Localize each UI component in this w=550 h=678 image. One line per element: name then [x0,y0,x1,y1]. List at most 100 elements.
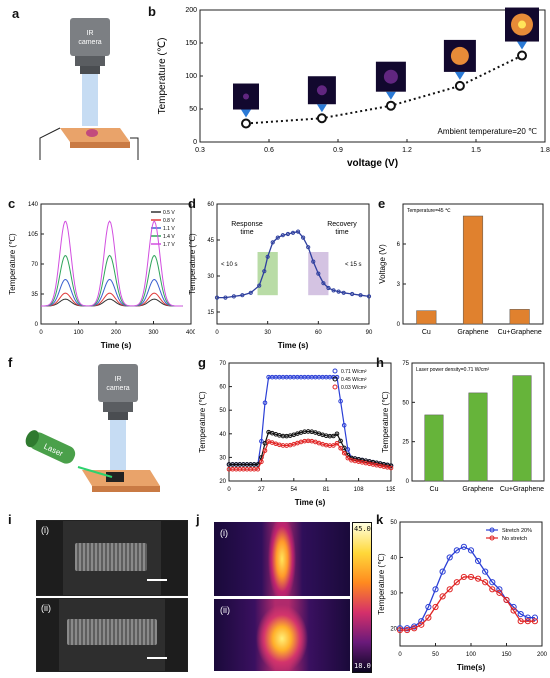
bar [512,375,532,482]
data-point [531,614,538,621]
data-point [482,568,489,575]
ir-beam-f [110,420,126,470]
x-axis-label: voltage (V) [347,158,398,169]
data-point [489,586,496,593]
x-tick-label: 60 [315,330,322,336]
data-point [454,80,465,91]
data-point [262,269,267,274]
x-tick-label: 150 [501,652,512,658]
legend-label: 0.8 V [163,218,175,224]
y-tick-label: 6 [397,242,401,248]
x-tick-label: 0 [39,330,43,336]
data-point [453,579,460,586]
data-point [334,440,340,446]
y-tick-label: 60 [207,202,214,208]
thermal-spot-core [518,20,526,29]
legend-label: No stretch [502,536,527,542]
response-window [257,252,278,296]
photo-label-top: (i) [41,525,49,535]
y-tick-label: 0 [193,139,197,146]
legend-label: 0.71 W/cm² [341,369,367,375]
x-tick-label: 54 [290,487,297,493]
mesh-sample-stretched [67,619,157,645]
data-point [231,294,236,299]
bar [468,392,488,482]
data-point [432,603,439,611]
x-tick-label: 300 [148,330,159,336]
ir-beam-a [82,74,98,126]
x-tick-label: 1.8 [540,147,550,154]
data-point [475,557,482,565]
x-tick-label: 100 [466,652,477,658]
y-tick-label: 40 [390,555,397,561]
thermal-pointer [316,104,327,113]
data-point [510,607,517,614]
data-point [366,294,372,299]
y-tick-label: 150 [185,40,197,47]
thermal-spot [383,69,398,84]
data-point [336,289,341,294]
panel-label-f: f [8,355,13,370]
chart-e: Voltage (V) 0 3 6 Cu Graphene Cu+Graphene Tempe… [378,203,544,336]
x-tick-label: 200 [111,330,122,336]
x-axis-label: Time (s) [101,341,132,350]
data-point [259,438,264,444]
y-tick-label: 200 [185,7,197,14]
ir-camera-body [70,18,110,56]
series-line [400,546,535,629]
bar [416,310,437,325]
annotation: Response [231,221,263,228]
bar [509,309,530,325]
data-point [214,295,220,300]
data-point [331,443,336,448]
annotation: Laser power density=0.71 W/cm² [416,367,490,373]
data-point [262,440,268,446]
x-tick-label: 135 [386,487,395,493]
panel-label-k: k [376,512,384,527]
data-point [331,288,336,293]
y-tick-label: 0 [35,322,39,328]
camera-text-a: IR [87,30,94,37]
data-point [517,50,527,61]
thermal-map-bottom: (ii) [214,599,350,671]
thermal-pointer [241,109,251,118]
legend-label: 0.03 W/cm² [341,385,367,391]
data-point [306,245,311,250]
data-point [265,254,270,259]
data-point [439,568,446,575]
thermal-pointer [454,71,465,80]
data-point [259,459,264,465]
y-tick-label: 20 [390,626,397,632]
data-point [285,231,291,237]
x-tick-label: 27 [258,487,265,493]
ir-camera-body-f [98,364,138,402]
x-tick-label: Cu [422,329,431,336]
data-point [531,618,538,625]
bar [462,215,484,325]
plot-frame [216,203,370,325]
panel-label-b: b [148,4,156,19]
data-point [223,295,228,300]
data-point [517,611,524,618]
y-tick-label: 50 [390,520,397,526]
chart-b: Temperature (℃) voltage (V) 0.3 0.6 0.9 1.2 1.… [157,7,550,169]
y-tick-label: 50 [402,400,409,406]
annotation: Ambient temperature=20 ℃ [438,127,537,136]
y-tick-label: 50 [219,408,226,414]
data-point [475,575,482,582]
data-point [396,625,404,632]
annotation: time [335,229,348,236]
y-axis-label: Temperature (℃) [377,553,386,615]
data-point [496,589,503,596]
x-tick-label: 0 [227,487,231,493]
data-point [403,626,411,634]
colorbar-min: 18.0 [354,662,371,670]
data-point [338,398,343,404]
data-point [432,586,439,593]
data-point [280,233,285,238]
thermal-spot [450,46,469,65]
data-point [418,621,425,628]
data-point [446,554,453,561]
data-point [524,618,531,625]
data-point [411,625,418,632]
